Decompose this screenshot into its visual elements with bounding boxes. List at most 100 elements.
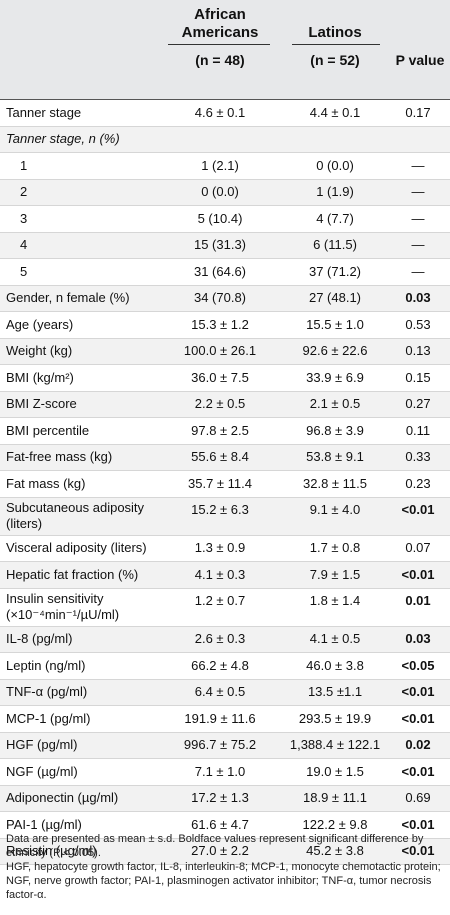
- table-row: Resistin (µg/ml) 27.0 ± 2.2 45.2 ± 3.8 <0.0…: [0, 838, 450, 865]
- cell-latinos: 293.5 ± 19.9: [298, 710, 372, 726]
- cell-latinos: 96.8 ± 3.9: [306, 422, 364, 438]
- cell-african-americans: 4.1 ± 0.3: [194, 566, 246, 582]
- table-body: Tanner stage 4.6 ± 0.1 4.4 ± 0.1 0.17 Tanner…: [0, 100, 450, 865]
- cell-p-value: 0.27: [405, 396, 431, 412]
- footnote-line-2: HGF, hepatocyte growth factor, IL-8, int…: [6, 861, 441, 901]
- cell-p-value: 0.13: [405, 343, 431, 359]
- cell-latinos: 122.2 ± 9.8: [302, 816, 368, 832]
- cell-p-value: 0.23: [405, 475, 431, 491]
- cell-p-value: 0.53: [405, 316, 431, 332]
- row-label: 5: [20, 263, 28, 279]
- cell-african-americans: 35.7 ± 11.4: [188, 475, 252, 491]
- table-row: 4 15 (31.3) 6 (11.5) —: [0, 232, 450, 259]
- table-row: BMI Z-score 2.2 ± 0.5 2.1 ± 0.5 0.27: [0, 391, 450, 418]
- table-row: Visceral adiposity (liters) 1.3 ± 0.9 1.7 …: [0, 536, 450, 562]
- cell-p-value: —: [411, 237, 425, 253]
- cell-african-americans: 61.6 ± 4.7: [191, 816, 249, 832]
- row-label: BMI Z-score: [6, 396, 77, 412]
- cell-latinos: 6 (11.5): [313, 237, 357, 253]
- table-row: Fat-free mass (kg) 55.6 ± 8.4 53.8 ± 9.1 0.…: [0, 444, 450, 471]
- cell-latinos: 32.8 ± 11.5: [303, 475, 367, 491]
- cell-african-americans: 15 (31.3): [193, 237, 247, 253]
- cell-african-americans: 1.2 ± 0.7: [194, 592, 246, 608]
- header-rule-b: [292, 44, 380, 45]
- table-row: Tanner stage 4.6 ± 0.1 4.4 ± 0.1 0.17: [0, 100, 450, 127]
- table-row: Insulin sensitivity (×10⁻⁴min⁻¹/µU/ml) 1.…: [0, 589, 450, 627]
- footnote-line-1: Data are presented as mean ± s.d. Boldfa…: [6, 833, 424, 859]
- table-row: Hepatic fat fraction (%) 4.1 ± 0.3 7.9 ± 1…: [0, 562, 450, 589]
- table-row: Gender, n female (%) 34 (70.8) 27 (48.1) 0.…: [0, 285, 450, 312]
- cell-latinos: 18.9 ± 11.1: [303, 790, 367, 806]
- cell-african-americans: 1.3 ± 0.9: [194, 540, 246, 556]
- row-label: Visceral adiposity (liters): [6, 540, 147, 556]
- header-group-a: African Americans: [181, 6, 259, 41]
- row-label: 2: [20, 184, 28, 200]
- cell-african-americans: 0 (0.0): [201, 184, 239, 200]
- row-label: Age (years): [6, 316, 74, 332]
- table-row: BMI percentile 97.8 ± 2.5 96.8 ± 3.9 0.11: [0, 418, 450, 445]
- table-row: Tanner stage, n (%): [0, 126, 450, 153]
- table-row: IL-8 (pg/ml) 2.6 ± 0.3 4.1 ± 0.5 0.03: [0, 626, 450, 653]
- cell-p-value: <0.01: [401, 684, 435, 700]
- cell-latinos: 4.4 ± 0.1: [309, 104, 361, 120]
- table-row: TNF-α (pg/ml) 6.4 ± 0.5 13.5 ±1.1 <0.01: [0, 679, 450, 706]
- row-label: 4: [20, 237, 28, 253]
- row-label: MCP-1 (pg/ml): [6, 710, 91, 726]
- cell-p-value: 0.11: [405, 422, 431, 438]
- cell-latinos: 19.0 ± 1.5: [306, 763, 364, 779]
- table-row: BMI (kg/m²) 36.0 ± 7.5 33.9 ± 6.9 0.15: [0, 365, 450, 392]
- cell-p-value: <0.01: [401, 566, 435, 582]
- cell-p-value: —: [411, 263, 425, 279]
- cell-african-americans: 55.6 ± 8.4: [191, 449, 249, 465]
- cell-african-americans: 97.8 ± 2.5: [191, 422, 249, 438]
- cell-latinos: 1.8 ± 1.4: [309, 592, 361, 608]
- row-label: Resistin (µg/ml): [6, 843, 97, 859]
- row-label: Adiponectin (µg/ml): [6, 790, 119, 806]
- cell-african-americans: 2.2 ± 0.5: [194, 396, 246, 412]
- cell-african-americans: 34 (70.8): [193, 290, 247, 306]
- header-n-a: (n = 48): [195, 52, 245, 68]
- cell-p-value: —: [411, 184, 425, 200]
- cell-p-value: 0.17: [405, 104, 431, 120]
- cell-african-americans: 2.6 ± 0.3: [194, 631, 246, 647]
- cell-p-value: 0.69: [405, 790, 431, 806]
- row-label: NGF (µg/ml): [6, 763, 78, 779]
- table-row: Adiponectin (µg/ml) 17.2 ± 1.3 18.9 ± 11.1…: [0, 785, 450, 812]
- cell-latinos: 27 (48.1): [308, 290, 362, 306]
- table-row: NGF (µg/ml) 7.1 ± 1.0 19.0 ± 1.5 <0.01: [0, 759, 450, 786]
- cell-p-value: <0.01: [401, 816, 435, 832]
- row-label: Fat-free mass (kg): [6, 449, 113, 465]
- table-row: HGF (pg/ml) 996.7 ± 75.2 1,388.4 ± 122.1 0.…: [0, 732, 450, 759]
- table-header: African Americans Latinos (n = 48) (n = …: [0, 0, 450, 100]
- cell-african-americans: 66.2 ± 4.8: [191, 657, 249, 673]
- row-label: PAI-1 (µg/ml): [6, 816, 82, 832]
- cell-p-value: 0.03: [405, 631, 431, 647]
- cell-latinos: 37 (71.2): [308, 263, 362, 279]
- row-label: Subcutaneous adiposity (liters): [6, 500, 145, 531]
- cell-latinos: 1 (1.9): [316, 184, 354, 200]
- table-footnote: Data are presented as mean ± s.d. Boldfa…: [6, 832, 444, 902]
- header-divider: [0, 99, 450, 100]
- cell-african-americans: 15.3 ± 1.2: [191, 316, 249, 332]
- cell-african-americans: 6.4 ± 0.5: [194, 684, 246, 700]
- table-row: Fat mass (kg) 35.7 ± 11.4 32.8 ± 11.5 0.23: [0, 471, 450, 498]
- cell-latinos: 33.9 ± 6.9: [306, 369, 364, 385]
- row-label: Weight (kg): [6, 343, 73, 359]
- cell-p-value: 0.15: [405, 369, 431, 385]
- cell-latinos: 46.0 ± 3.8: [306, 657, 364, 673]
- cell-latinos: 45.2 ± 3.8: [306, 843, 364, 859]
- row-label: Hepatic fat fraction (%): [6, 566, 139, 582]
- cell-african-americans: 31 (64.6): [193, 263, 247, 279]
- cell-p-value: 0.02: [405, 737, 431, 753]
- cell-p-value: —: [411, 210, 425, 226]
- cell-latinos: 7.9 ± 1.5: [309, 566, 361, 582]
- table-row: Age (years) 15.3 ± 1.2 15.5 ± 1.0 0.53: [0, 312, 450, 339]
- row-label: Leptin (ng/ml): [6, 657, 86, 673]
- cell-p-value: 0.03: [405, 290, 431, 306]
- cell-latinos: 9.1 ± 4.0: [309, 501, 361, 517]
- data-table: African Americans Latinos (n = 48) (n = …: [0, 0, 450, 865]
- header-p-value: P value: [395, 52, 445, 68]
- cell-latinos: 4.1 ± 0.5: [309, 631, 361, 647]
- row-label: HGF (pg/ml): [6, 737, 78, 753]
- header-rule-a: [168, 44, 270, 45]
